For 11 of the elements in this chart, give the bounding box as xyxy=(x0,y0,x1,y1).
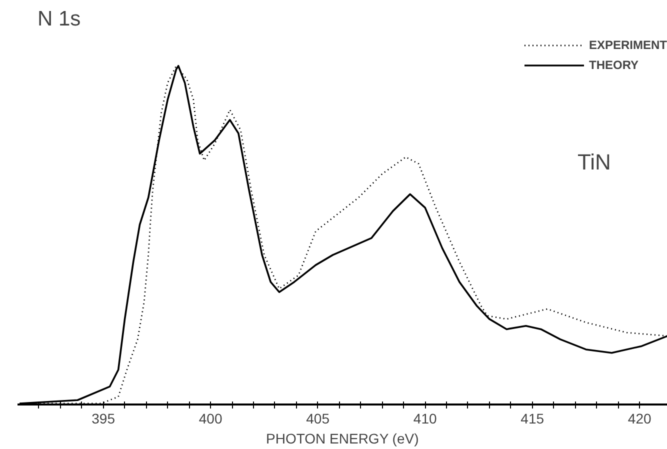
legend-label: EXPERIMENT xyxy=(588,38,667,52)
legend-label: THEORY xyxy=(588,58,639,72)
x-tick-label: 405 xyxy=(306,410,330,426)
x-tick-label: 410 xyxy=(413,410,437,426)
chart-title: N 1s xyxy=(38,8,81,30)
x-tick-label: 415 xyxy=(520,410,544,426)
x-tick-label: 400 xyxy=(198,410,222,426)
x-axis-title: PHOTON ENERGY (eV) xyxy=(266,430,419,446)
x-tick-label: 420 xyxy=(628,410,652,426)
annotation: TiN xyxy=(578,150,611,174)
x-tick-label: 395 xyxy=(92,410,116,426)
